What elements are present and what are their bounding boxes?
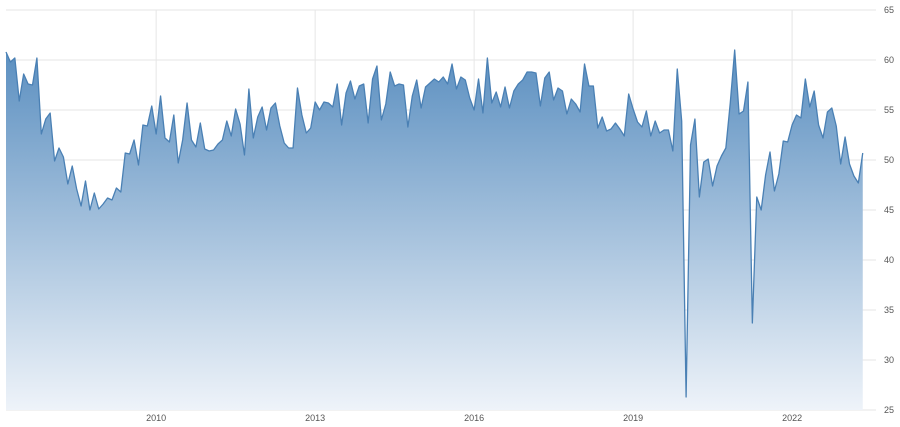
series-area [6,50,863,410]
y-axis-tick-labels: 25 30 35 40 45 50 55 60 65 [884,5,894,415]
series-line [5,49,864,398]
y-tick-label-35: 35 [884,305,894,315]
y-tick-label-55: 55 [884,105,894,115]
y-tick-label-25: 25 [884,405,894,415]
x-tick-label-2010: 2010 [146,413,166,423]
x-axis-tick-labels: 2010 2013 2016 2019 2022 [146,413,802,423]
x-tick-label-2016: 2016 [464,413,484,423]
y-tick-label-40: 40 [884,255,894,265]
y-tick-label-45: 45 [884,205,894,215]
x-tick-label-2019: 2019 [623,413,643,423]
series-line-group [5,49,864,398]
y-tick-label-65: 65 [884,5,894,15]
series-area-fill [6,50,863,410]
y-tick-label-30: 30 [884,355,894,365]
x-tick-label-2013: 2013 [305,413,325,423]
x-tick-label-2022: 2022 [782,413,802,423]
y-tick-label-50: 50 [884,155,894,165]
y-tick-label-60: 60 [884,55,894,65]
